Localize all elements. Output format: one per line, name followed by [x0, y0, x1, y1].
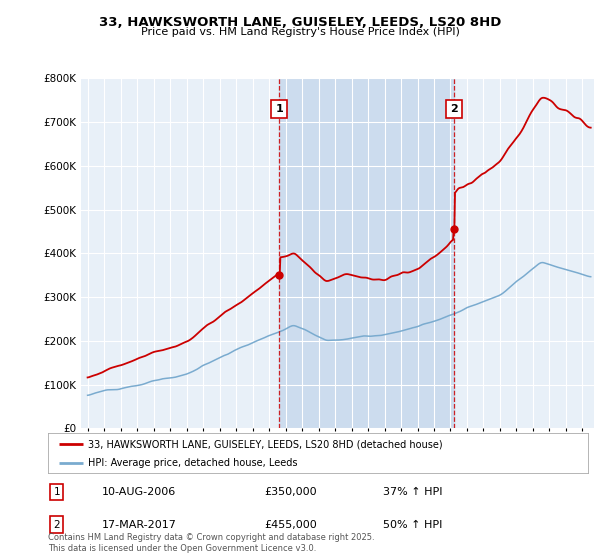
Text: HPI: Average price, detached house, Leeds: HPI: Average price, detached house, Leed…: [89, 458, 298, 468]
Text: 2: 2: [53, 520, 60, 530]
Text: 17-MAR-2017: 17-MAR-2017: [102, 520, 177, 530]
Text: 1: 1: [53, 487, 60, 497]
Text: £350,000: £350,000: [264, 487, 317, 497]
Text: Contains HM Land Registry data © Crown copyright and database right 2025.
This d: Contains HM Land Registry data © Crown c…: [48, 533, 374, 553]
Text: 10-AUG-2006: 10-AUG-2006: [102, 487, 176, 497]
Text: 50% ↑ HPI: 50% ↑ HPI: [383, 520, 442, 530]
Text: 37% ↑ HPI: 37% ↑ HPI: [383, 487, 442, 497]
Text: 1: 1: [275, 104, 283, 114]
Text: £455,000: £455,000: [264, 520, 317, 530]
Text: 33, HAWKSWORTH LANE, GUISELEY, LEEDS, LS20 8HD: 33, HAWKSWORTH LANE, GUISELEY, LEEDS, LS…: [99, 16, 501, 29]
Bar: [279, 78, 454, 428]
Text: Price paid vs. HM Land Registry's House Price Index (HPI): Price paid vs. HM Land Registry's House …: [140, 27, 460, 37]
Text: 2: 2: [450, 104, 458, 114]
Text: 33, HAWKSWORTH LANE, GUISELEY, LEEDS, LS20 8HD (detached house): 33, HAWKSWORTH LANE, GUISELEY, LEEDS, LS…: [89, 439, 443, 449]
